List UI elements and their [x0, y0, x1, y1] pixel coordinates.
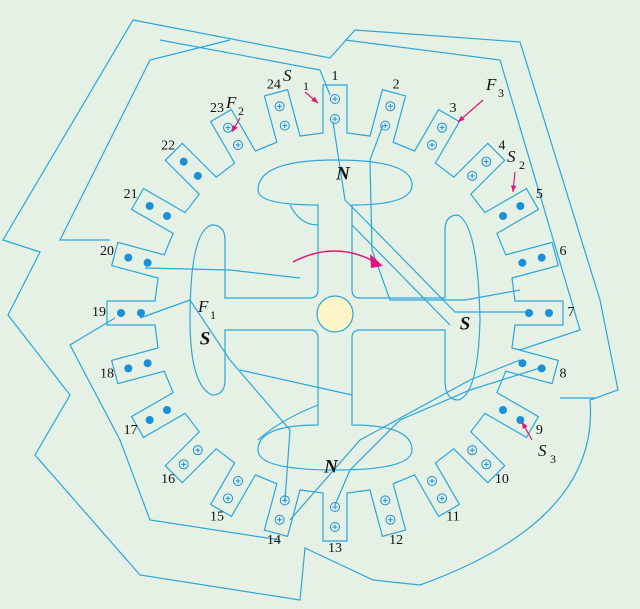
terminal-index: 2 — [238, 104, 244, 118]
slot-number: 6 — [559, 244, 566, 259]
conductor-dot — [194, 172, 202, 180]
terminal-letter: F — [485, 75, 497, 94]
terminal-index: 2 — [519, 158, 525, 172]
conductor-dot — [538, 254, 546, 262]
slot-number: 14 — [267, 533, 281, 548]
conductor-dot — [518, 259, 526, 267]
terminal-letter: S — [538, 441, 547, 460]
terminal-index: 3 — [550, 452, 556, 466]
slot-number: 21 — [124, 187, 138, 202]
slot-number: 5 — [536, 187, 543, 202]
terminal-index: 1 — [210, 308, 216, 322]
conductor-dot — [538, 364, 546, 372]
terminal-index: 1 — [303, 79, 309, 93]
slot-number: 13 — [328, 541, 342, 556]
pole-label: S — [460, 313, 471, 334]
slot-number: 23 — [210, 101, 224, 116]
slot-number: 20 — [100, 244, 114, 259]
conductor-dot — [516, 202, 524, 210]
conductor-dot — [144, 359, 152, 367]
slot-number: 9 — [536, 423, 543, 438]
slot-number: 2 — [393, 77, 400, 92]
conductor-dot — [499, 406, 507, 414]
conductor-dot — [146, 416, 154, 424]
shaft — [317, 296, 353, 332]
terminal-letter: F — [197, 297, 209, 316]
terminal-letter: S — [283, 66, 292, 85]
slot-number: 24 — [267, 77, 281, 92]
conductor-dot — [163, 406, 171, 414]
conductor-dot — [525, 309, 533, 317]
pole-label: N — [323, 456, 339, 477]
slot-number: 17 — [124, 423, 138, 438]
conductor-dot — [144, 259, 152, 267]
conductor-dot — [137, 309, 145, 317]
slot-number: 12 — [389, 533, 403, 548]
slot-number: 19 — [92, 305, 106, 320]
conductor-dot — [545, 309, 553, 317]
slot-number: 16 — [161, 472, 175, 487]
conductor-dot — [124, 254, 132, 262]
conductor-dot — [163, 212, 171, 220]
conductor-dot — [180, 158, 188, 166]
slot-number: 15 — [210, 510, 224, 525]
conductor-dot — [124, 364, 132, 372]
terminal-letter: S — [507, 147, 516, 166]
slot-number: 7 — [568, 305, 575, 320]
slot-number: 4 — [498, 138, 505, 153]
terminal-index: 3 — [498, 86, 504, 100]
slot-number: 3 — [450, 101, 457, 116]
slot-number: 11 — [446, 510, 459, 525]
slot-number: 8 — [559, 366, 566, 381]
slot-number: 18 — [100, 366, 114, 381]
slot-number: 22 — [161, 138, 175, 153]
pole-label: S — [200, 328, 211, 349]
conductor-dot — [499, 212, 507, 220]
conductor-dot — [117, 309, 125, 317]
conductor-dot — [146, 202, 154, 210]
terminal-letter: F — [225, 93, 237, 112]
pole-label: N — [335, 163, 351, 184]
conductor-dot — [518, 359, 526, 367]
slot-number: 1 — [332, 69, 339, 84]
winding-diagram: 123456789101112131415161718192021222324F… — [0, 0, 640, 609]
slot-number: 10 — [495, 472, 509, 487]
